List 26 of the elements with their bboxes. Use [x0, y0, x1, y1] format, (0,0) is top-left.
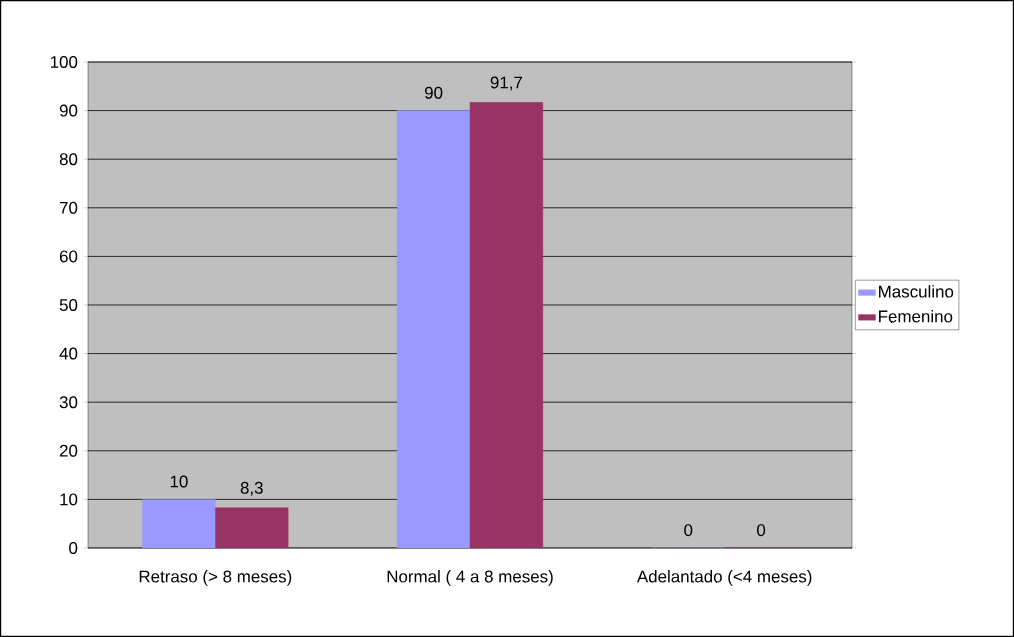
x-tick-label: Retraso (> 8 meses) — [139, 570, 292, 586]
data-label: 8,3 — [240, 481, 263, 496]
bar — [396, 110, 471, 548]
y-tick-label: 40 — [59, 347, 78, 360]
y-tick-label: 60 — [59, 250, 78, 263]
x-tick-label: Adelantado (<4 meses) — [636, 570, 812, 586]
y-tick-label: 0 — [69, 541, 78, 554]
legend-label: Femenino — [879, 309, 953, 323]
y-tick-label: 10 — [60, 493, 78, 506]
data-label: 0 — [684, 524, 693, 537]
data-label: 0 — [757, 524, 766, 537]
data-label: 91,7 — [490, 76, 523, 91]
y-tick-label: 90 — [59, 104, 78, 117]
y-tick-label: 30 — [59, 396, 78, 409]
y-tick-label: 50 — [59, 298, 78, 311]
data-label: 90 — [424, 86, 443, 99]
bar — [469, 102, 544, 548]
x-tick-label: Normal ( 4 a 8 meses) — [387, 570, 553, 586]
y-tick-label: 70 — [59, 201, 78, 214]
legend-label: Masculino — [879, 285, 954, 298]
bar — [215, 507, 289, 548]
data-label: 10 — [170, 475, 188, 488]
y-tick-label: 80 — [59, 153, 78, 166]
y-tick-label: 100 — [50, 55, 78, 68]
y-tick-label: 20 — [59, 444, 78, 457]
bar — [142, 499, 216, 548]
